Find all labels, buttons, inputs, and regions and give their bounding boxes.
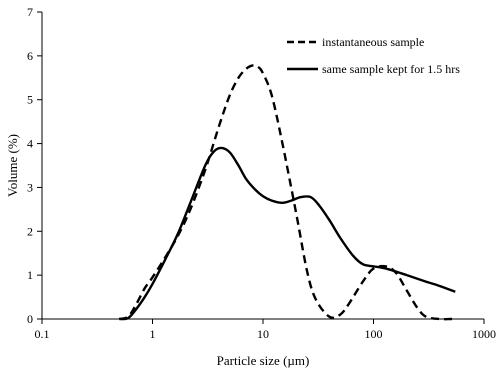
y-tick-label: 2 <box>27 224 33 238</box>
x-axis-title: Particle size (µm) <box>217 353 310 368</box>
x-tick-label: 0.1 <box>35 327 50 341</box>
y-ticks: 0 1 2 3 4 5 6 7 <box>27 5 42 326</box>
y-tick-label: 0 <box>27 312 33 326</box>
y-tick-label: 1 <box>27 268 33 282</box>
y-tick-label: 6 <box>27 49 33 63</box>
y-axis-title: Volume (%) <box>5 134 20 197</box>
x-tick-label: 1 <box>150 327 156 341</box>
y-tick-label: 3 <box>27 180 33 194</box>
series-line-kept-1-5-hrs <box>119 146 456 321</box>
legend-label-kept-1-5-hrs: same sample kept for 1.5 hrs <box>322 62 460 76</box>
series-line-instantaneous <box>118 64 456 321</box>
y-tick-label: 4 <box>27 137 33 151</box>
legend: instantaneous sample same sample kept fo… <box>287 35 460 76</box>
series-layer <box>118 64 456 321</box>
x-ticks: 0.1 1 10 100 1000 <box>35 319 496 341</box>
x-tick-label: 1000 <box>472 327 496 341</box>
x-tick-label: 100 <box>365 327 383 341</box>
plot-area: 0.1 1 10 100 1000 0 1 2 3 4 5 6 7 <box>27 5 496 341</box>
x-tick-label: 10 <box>257 327 269 341</box>
y-tick-label: 7 <box>27 5 33 19</box>
legend-label-instantaneous: instantaneous sample <box>322 35 424 49</box>
y-tick-label: 5 <box>27 93 33 107</box>
